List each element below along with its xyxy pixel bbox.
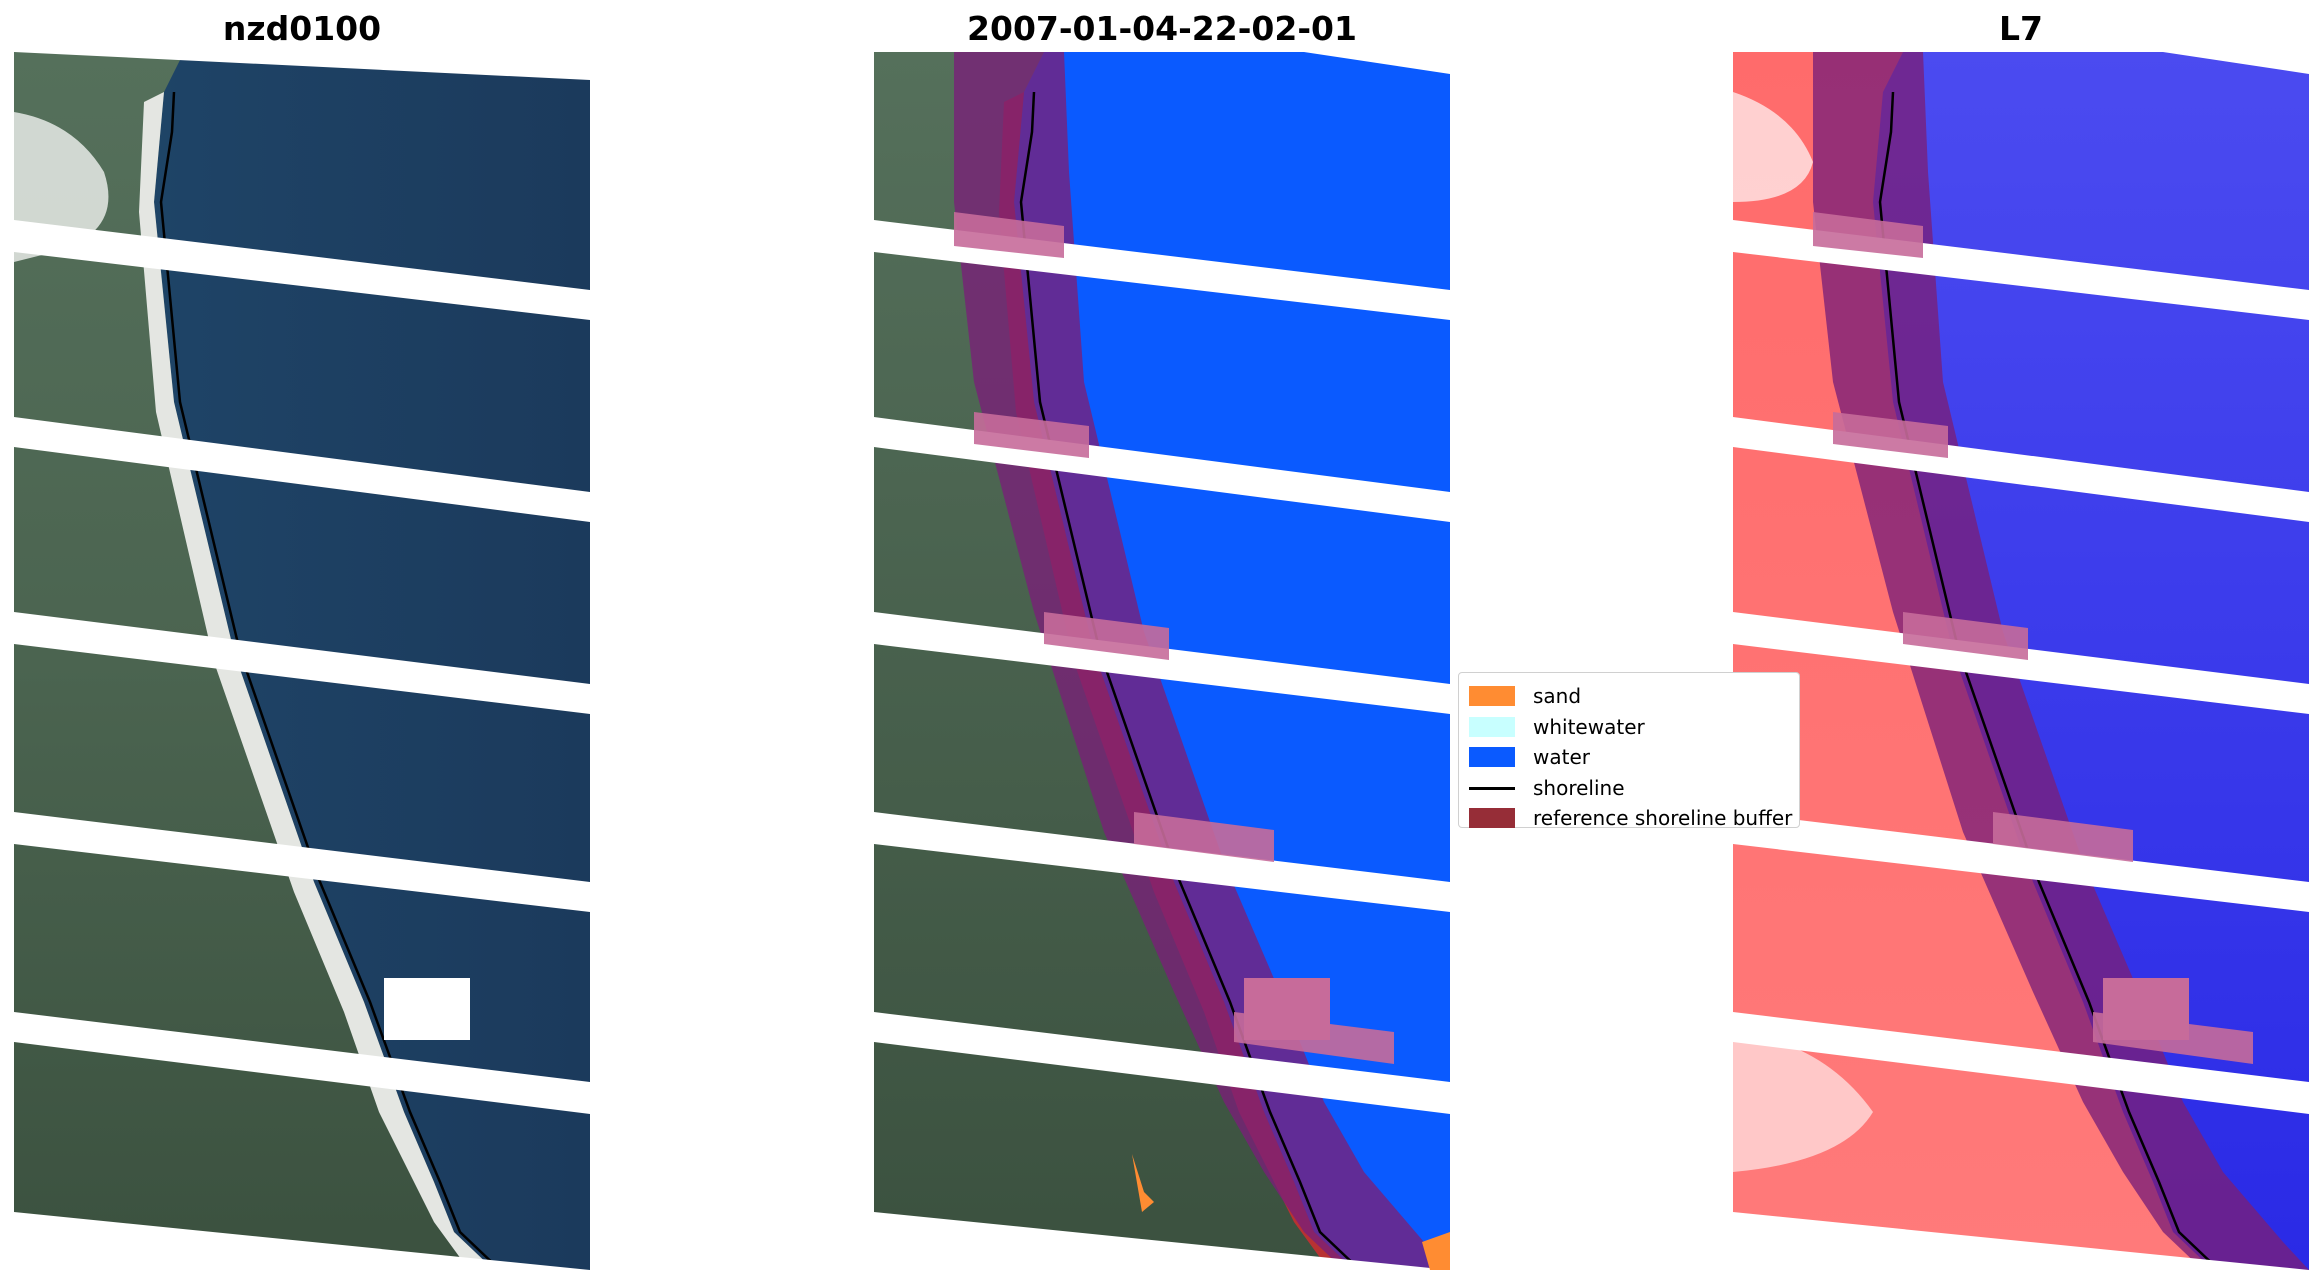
buffer-swatch (1469, 808, 1515, 829)
whitewater-swatch (1469, 716, 1515, 737)
index-image (1733, 52, 2309, 1270)
legend-item-reference-shoreline-buffer: reference shoreline buffer (1469, 803, 1793, 834)
legend: sand whitewater water shoreline referenc… (1458, 672, 1800, 830)
classification-image (874, 52, 1450, 1270)
classification-panel (874, 52, 1450, 1270)
panel-title-classification: 2007-01-04-22-02-01 (967, 9, 1357, 48)
legend-label: shoreline (1533, 775, 1625, 800)
rgb-image-panel (14, 52, 590, 1270)
legend-label: whitewater (1533, 714, 1645, 739)
index-panel (1733, 52, 2309, 1270)
panel-title-rgb: nzd0100 (222, 9, 382, 48)
shoreline-swatch (1469, 778, 1515, 798)
legend-label: sand (1533, 684, 1582, 709)
legend-label: water (1533, 745, 1590, 770)
panel-title-index: L7 (1999, 9, 2043, 48)
legend-item-whitewater: whitewater (1469, 712, 1789, 743)
legend-label: reference shoreline buffer (1533, 806, 1793, 831)
legend-item-sand: sand (1469, 681, 1789, 712)
sand-swatch (1469, 686, 1515, 707)
legend-item-water: water (1469, 742, 1789, 773)
legend-item-shoreline: shoreline (1469, 773, 1789, 804)
water-swatch (1469, 747, 1515, 768)
rgb-image (14, 52, 590, 1270)
